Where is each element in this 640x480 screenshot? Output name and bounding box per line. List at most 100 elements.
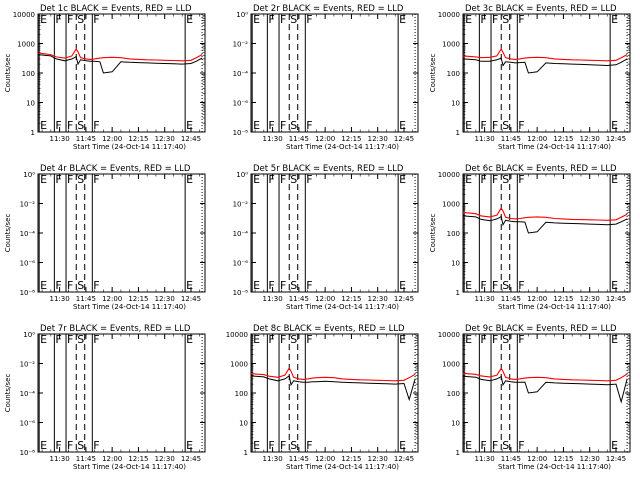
panel-title: Det 8c BLACK = Events, RED = LLD: [253, 324, 405, 334]
marker-label-top: F: [93, 173, 99, 186]
series-lld-line: [250, 367, 416, 382]
marker-label-bottom: F: [480, 439, 486, 452]
y-axis-label: Counts/sec: [429, 54, 437, 93]
x-axis-label: Start Time (24-Oct-14 11:17:40): [286, 463, 399, 471]
x-tick-label: 12:30: [155, 455, 175, 463]
plot-frame: [462, 13, 631, 133]
marker-label-bottom: E: [40, 119, 47, 132]
y-tick-label: 10: [451, 100, 460, 108]
marker-label-bottom: F: [280, 119, 286, 132]
x-tick-label: 12:15: [553, 135, 573, 143]
marker-label-top: S: [290, 173, 297, 186]
x-tick-label: 11:45: [76, 295, 96, 303]
marker-label-top: E: [465, 333, 472, 346]
marker-label-bottom: S: [77, 279, 84, 292]
marker-label-top: F: [280, 173, 286, 186]
y-tick-label: 10: [451, 260, 460, 268]
panel-title: Det 5r BLACK = Events, RED = LLD: [253, 164, 404, 174]
marker-label-bottom: E: [40, 439, 47, 452]
marker-label-bottom: E: [186, 279, 193, 292]
series-events-line: [250, 375, 416, 402]
x-tick-label: 12:00: [102, 455, 122, 463]
marker-label-bottom: F: [93, 439, 99, 452]
x-tick-label: 12:45: [181, 295, 201, 303]
y-axis-label: Counts/sec: [4, 374, 12, 413]
marker-label-top: F: [67, 13, 73, 26]
panel-9: Det 9c BLACK = Events, RED = LLD 1 10 100 10…: [438, 324, 631, 471]
panel-title: Det 9c BLACK = Events, RED = LLD: [465, 324, 617, 334]
x-tick-label: 12:45: [606, 455, 626, 463]
marker-label-bottom: F: [492, 439, 498, 452]
x-tick-label: 12:00: [102, 135, 122, 143]
y-tick-label: 100: [447, 70, 460, 78]
marker-label-top: F: [55, 173, 61, 186]
panel-5: Det 5r BLACK = Events, RED = LLD 10⁻⁸ 10⁻⁶…: [233, 164, 419, 311]
marker-label-bottom: E: [465, 279, 472, 292]
series-lld-line: [462, 367, 628, 382]
y-tick-label: 10⁻²: [20, 201, 36, 209]
plot-frame: [250, 13, 419, 133]
marker-label-bottom: F: [67, 119, 73, 132]
y-tick-label: 1000: [442, 41, 460, 49]
marker-label-top: F: [55, 13, 61, 26]
y-axis-label: Counts/sec: [4, 54, 12, 93]
y-tick-label: 10000: [438, 331, 460, 339]
marker-label-top: F: [93, 13, 99, 26]
marker-label-bottom: F: [492, 279, 498, 292]
marker-label-bottom: F: [518, 119, 524, 132]
x-tick-label: 11:30: [263, 455, 283, 463]
marker-label-top: S: [502, 13, 509, 26]
y-tick-label: 1000: [230, 361, 248, 369]
y-tick-label: 1: [456, 449, 460, 457]
marker-label-bottom: E: [611, 439, 618, 452]
marker-label-bottom: S: [502, 439, 509, 452]
marker-label-top: E: [253, 13, 260, 26]
x-tick-label: 11:30: [475, 295, 495, 303]
x-tick-label: 12:30: [368, 455, 388, 463]
y-tick-label: 10⁻⁶: [233, 100, 249, 108]
y-tick-label: 10⁻²: [20, 361, 36, 369]
marker-label-top: S: [502, 173, 509, 186]
x-tick-label: 12:15: [341, 135, 361, 143]
x-tick-label: 12:00: [315, 135, 335, 143]
x-tick-label: 12:15: [553, 455, 573, 463]
marker-label-top: S: [77, 173, 84, 186]
y-tick-label: 100: [235, 390, 248, 398]
x-tick-label: 12:30: [155, 135, 175, 143]
y-tick-label: 10⁻⁴: [233, 230, 249, 238]
y-tick-label: 10000: [13, 11, 35, 19]
marker-label-top: E: [253, 173, 260, 186]
marker-label-bottom: F: [268, 279, 274, 292]
marker-label-bottom: E: [399, 279, 406, 292]
y-tick-label: 100: [22, 70, 35, 78]
series-events-line: [462, 215, 628, 234]
panel-3: Det 3c BLACK = Events, RED = LLD 1 10 100 10…: [429, 4, 631, 151]
marker-label-top: F: [518, 13, 524, 26]
x-axis-label: Start Time (24-Oct-14 11:17:40): [498, 143, 611, 151]
y-tick-label: 10⁰: [23, 331, 35, 339]
x-axis-label: Start Time (24-Oct-14 11:17:40): [286, 303, 399, 311]
y-tick-label: 10⁻⁸: [20, 289, 36, 297]
marker-label-top: F: [280, 13, 286, 26]
y-tick-label: 100: [447, 390, 460, 398]
plot-frame: [250, 173, 419, 293]
marker-label-top: E: [611, 13, 618, 26]
y-tick-label: 10: [26, 100, 35, 108]
marker-label-top: F: [492, 173, 498, 186]
y-axis-label: Counts/sec: [429, 214, 437, 253]
marker-label-top: E: [611, 173, 618, 186]
marker-label-bottom: E: [611, 279, 618, 292]
y-tick-label: 10000: [226, 331, 248, 339]
marker-label-top: S: [502, 333, 509, 346]
x-tick-label: 12:30: [368, 295, 388, 303]
marker-label-bottom: S: [77, 439, 84, 452]
marker-label-top: F: [518, 333, 524, 346]
marker-label-top: F: [306, 173, 312, 186]
marker-label-bottom: S: [290, 279, 297, 292]
marker-label-bottom: F: [55, 279, 61, 292]
marker-label-bottom: E: [253, 279, 260, 292]
y-tick-label: 1: [456, 289, 460, 297]
marker-label-top: F: [306, 333, 312, 346]
x-tick-label: 12:30: [580, 295, 600, 303]
marker-label-top: E: [40, 333, 47, 346]
